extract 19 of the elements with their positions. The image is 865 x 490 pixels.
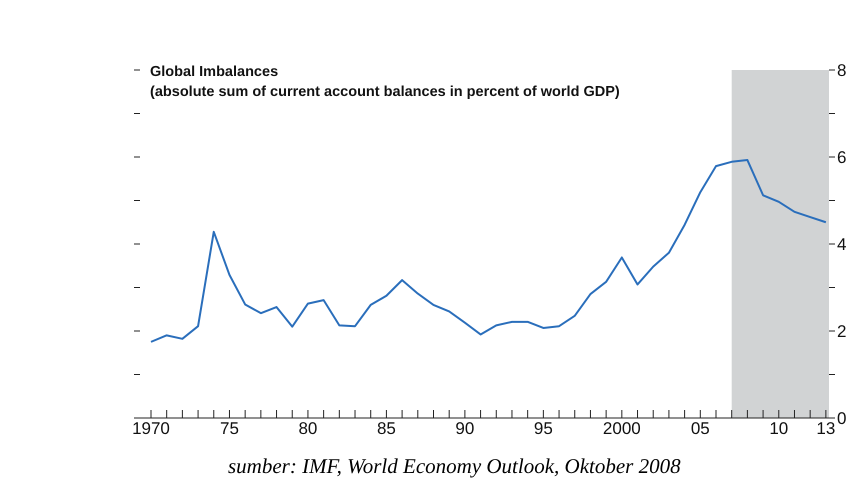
x-tick-label: 80 [298,419,318,438]
y-tick-label: 4 [837,235,846,254]
x-tick-label: 13 [816,419,836,438]
x-tick-label: 2000 [602,419,641,438]
y-tick-label: 0 [837,409,846,428]
x-tick-label: 85 [376,419,396,438]
x-tick-label: 10 [769,419,788,438]
y-tick-label: 6 [837,148,846,168]
x-tick-label: 95 [534,419,553,438]
x-tick-label: 05 [690,419,710,438]
y-tick-label: 2 [837,322,846,342]
line-series [150,159,827,343]
text: (absolute sum of current account balances in percent of world GDP) [150,83,620,102]
x-tick-label: 75 [220,419,239,438]
y-tick-label: 8 [837,61,846,80]
text: sumber: IMF, World Economy Outlook, Oktober 2008 [228,454,681,479]
chart-title: Global Imbalances [150,63,280,82]
x-tick-label: 90 [455,419,474,438]
x-tick-label: 1970 [132,419,170,438]
